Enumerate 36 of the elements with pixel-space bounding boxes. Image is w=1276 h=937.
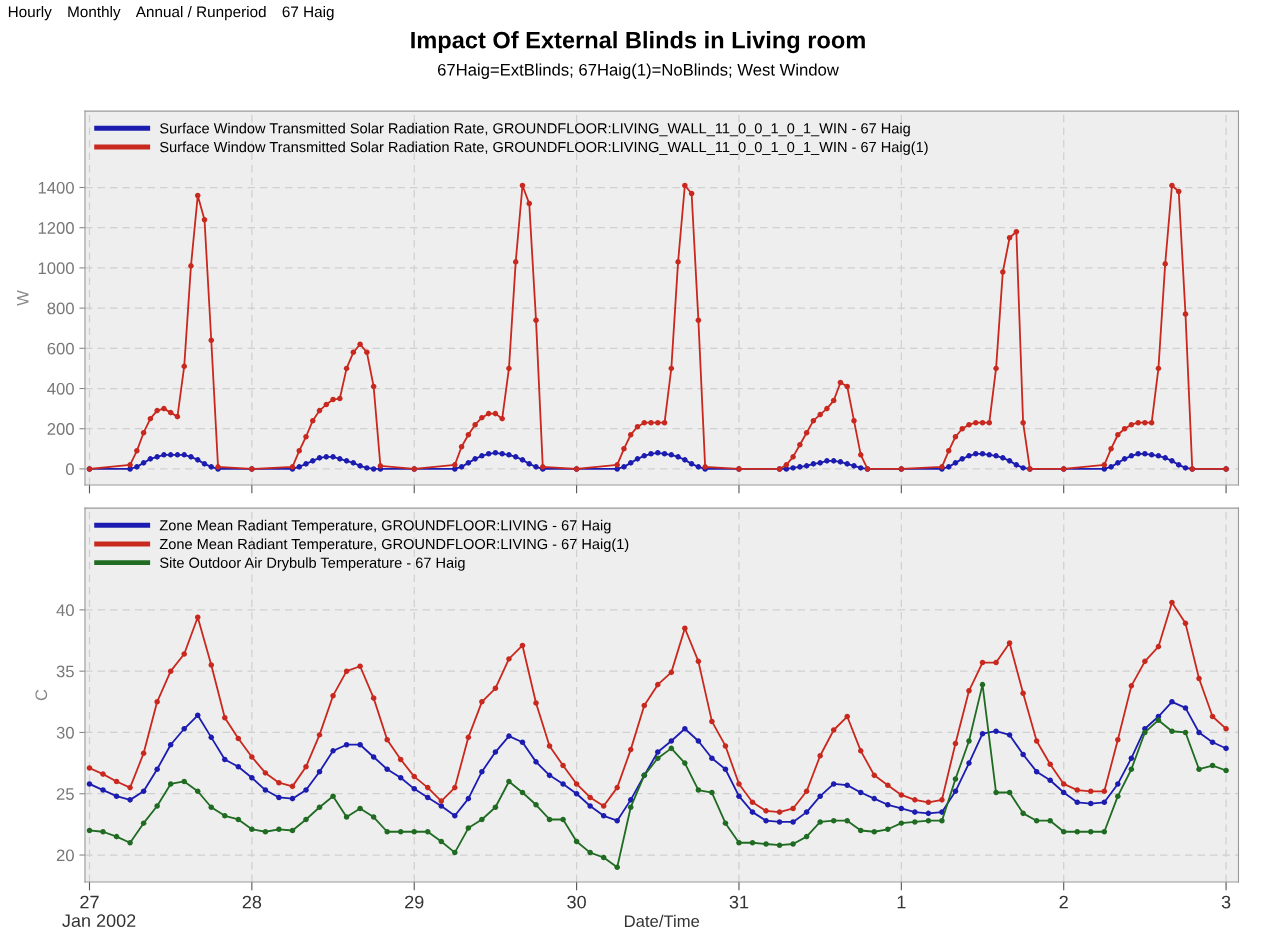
text: 67 Haig <box>282 6 334 21</box>
y-tick-label: 35 <box>56 665 74 678</box>
text: Hourly <box>8 6 52 21</box>
legend-label: Zone Mean Radiant Temperature, GROUNDFLOOR:LIVING - 67 Haig(1) <box>159 538 629 553</box>
x-tick-label: 31 <box>729 895 749 909</box>
y-tick-label: 30 <box>56 726 74 739</box>
x-tick-label: 2 <box>1059 895 1068 909</box>
y-tick-label: 400 <box>47 382 74 395</box>
y-tick-label: 600 <box>47 342 74 355</box>
y-tick-label: 40 <box>56 604 74 617</box>
y-tick-label: 1000 <box>38 262 74 275</box>
y-tick-label: 1400 <box>38 181 74 194</box>
y-tick-label: 25 <box>56 788 74 800</box>
text: Jan 2002 <box>62 914 136 928</box>
y-tick-label: 1200 <box>38 222 74 234</box>
x-tick-label: 3 <box>1221 895 1231 909</box>
text: Monthly <box>68 6 121 21</box>
y-tick-label: 800 <box>47 302 74 315</box>
y-axis-title: C <box>35 689 48 701</box>
y-tick-label: 0 <box>65 463 74 476</box>
x-tick-label: 27 <box>80 895 99 909</box>
y-tick-label: 200 <box>47 423 74 435</box>
legend-label: Site Outdoor Air Drybulb Temperature - 67 Haig <box>160 557 465 571</box>
legend-label: Zone Mean Radiant Temperature, GROUNDFLOOR:LIVING - 67 Haig <box>159 519 611 534</box>
chart-title: Impact Of External Blinds in Living room <box>411 31 865 54</box>
x-tick-label: 1 <box>897 895 906 909</box>
legend-label: Surface Window Transmitted Solar Radiation Rate, GROUNDFLOOR:LIVING_WALL_11_0_0_1_0_1_WIN - 67 Haig <box>160 122 910 137</box>
x-tick-label: 29 <box>405 895 424 909</box>
legend-label: Surface Window Transmitted Solar Radiation Rate, GROUNDFLOOR:LIVING_WALL_11_0_0_1_0_1_WIN - 67 Haig(1) <box>160 141 928 156</box>
y-axis-title: W <box>17 290 29 306</box>
x-tick-label: 30 <box>567 895 586 909</box>
x-tick-label: 28 <box>242 895 262 909</box>
y-tick-label: 20 <box>56 849 74 862</box>
chart-subtitle: 67Haig=ExtBlinds; 67Haig(1)=NoBlinds; West Window <box>437 63 839 79</box>
x-axis-title: Date/Time <box>624 914 700 928</box>
text: Annual / Runperiod <box>135 6 266 21</box>
